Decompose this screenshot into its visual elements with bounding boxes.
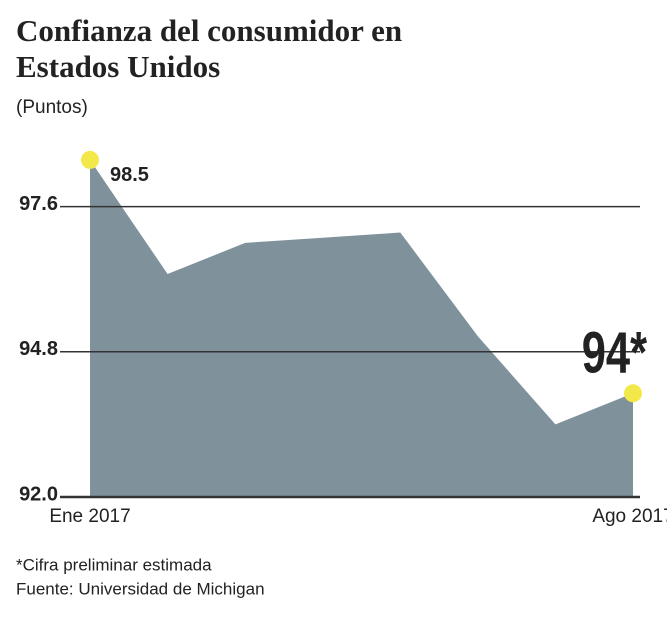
note: *Cifra preliminar estimada (16, 555, 212, 574)
highlight-dot (624, 384, 642, 403)
x-tick-label: Ene 2017 (49, 506, 130, 527)
source: Fuente: Universidad de Michigan (16, 579, 265, 598)
value-label: 98.5 (110, 164, 149, 186)
chart-title: Confianza del consumidor en Estados Unido… (16, 13, 402, 84)
area (90, 159, 633, 497)
chart-subtitle: (Puntos) (16, 97, 88, 118)
y-tick-label: 92.0 (19, 483, 58, 505)
y-tick-label: 97.6 (19, 193, 58, 215)
y-tick-label: 94.8 (19, 338, 58, 360)
value-label: 94* (582, 321, 647, 385)
x-tick-label: Ago 2017 (592, 506, 667, 527)
highlight-dot (81, 150, 99, 169)
